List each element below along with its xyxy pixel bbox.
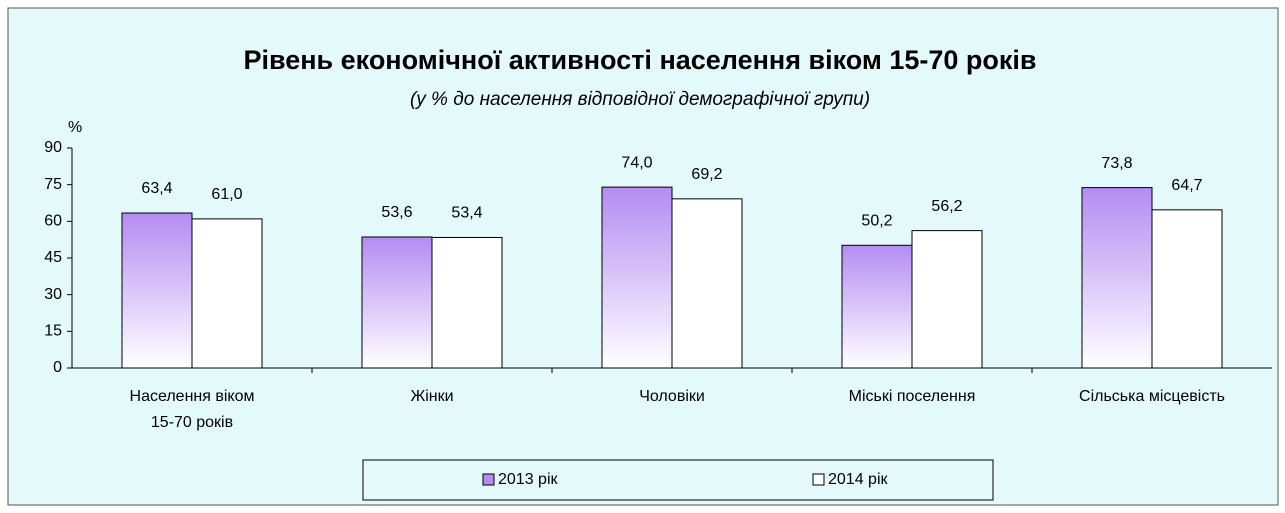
y-tick-label: 0 <box>53 359 62 376</box>
bar <box>601 186 673 369</box>
data-label: 73,8 <box>1101 155 1132 172</box>
x-tick-label: Населення віком 15-70 років <box>129 388 255 431</box>
legend-label: 2014 рік <box>828 471 888 488</box>
y-tick-label: 75 <box>44 176 62 193</box>
legend-swatch <box>482 473 495 486</box>
bar <box>121 212 193 369</box>
x-tick-label: Жінки <box>410 388 454 405</box>
y-tick-label: 60 <box>44 213 62 230</box>
y-tick-label: 90 <box>44 139 62 156</box>
data-label: 56,2 <box>931 198 962 215</box>
bar <box>911 230 983 369</box>
y-tick-label: 45 <box>44 249 62 266</box>
y-tick-label: 30 <box>44 286 62 303</box>
data-label: 53,4 <box>451 205 482 222</box>
x-tick-label: Чоловіки <box>639 388 705 405</box>
y-axis-label: % <box>68 119 82 136</box>
x-tick-label: Сільська місцевість <box>1079 388 1225 405</box>
legend-swatch <box>812 473 825 486</box>
data-label: 64,7 <box>1171 177 1202 194</box>
data-label: 50,2 <box>861 213 892 230</box>
x-tick-label: Міські поселення <box>848 388 976 405</box>
chart-subtitle: (у % до населення відповідної демографіч… <box>410 89 870 110</box>
data-label: 74,0 <box>621 154 652 171</box>
bar <box>671 198 743 369</box>
data-label: 63,4 <box>141 180 172 197</box>
bar <box>431 236 503 369</box>
data-label: 69,2 <box>691 166 722 183</box>
bar <box>1081 187 1153 369</box>
legend-label: 2013 рік <box>498 471 558 488</box>
data-label: 61,0 <box>211 186 242 203</box>
chart-title: Рівень економічної активності населення … <box>243 45 1036 75</box>
legend <box>362 459 994 501</box>
bar <box>841 244 913 369</box>
data-label: 53,6 <box>381 204 412 221</box>
bar <box>361 236 433 369</box>
y-tick-label: 15 <box>44 323 62 340</box>
bar <box>191 218 263 369</box>
bar <box>1151 209 1223 369</box>
